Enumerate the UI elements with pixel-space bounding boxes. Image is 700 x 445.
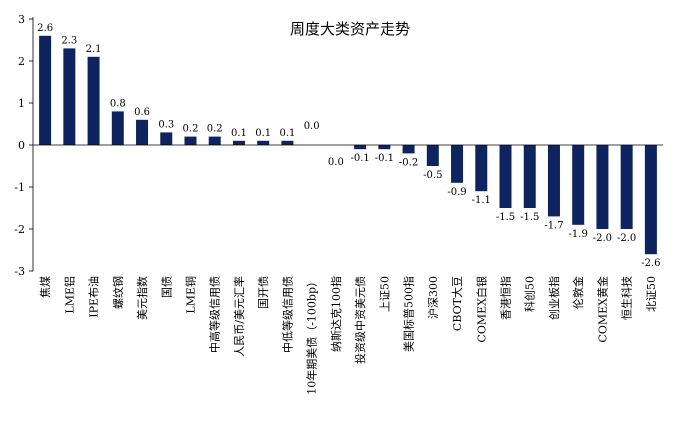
category-label: 中低等级信用债 (280, 276, 294, 353)
category-label: 螺纹钢 (111, 276, 125, 309)
category-label: 创业板指 (547, 276, 561, 320)
y-tick-label: 3 (18, 13, 25, 26)
category-label: 纳斯达克100指 (329, 276, 343, 352)
data-label: 0.1 (279, 128, 295, 139)
bar (354, 145, 367, 150)
data-label: -1.1 (472, 195, 491, 206)
category-label: COMEX白银 (474, 276, 488, 343)
data-label: -1.7 (544, 220, 563, 231)
data-label: -1.5 (496, 212, 515, 223)
category-label: 上证50 (378, 276, 391, 312)
bar (160, 132, 173, 145)
category-label: 沪深300 (426, 276, 440, 319)
category-label: 科创50 (523, 276, 537, 312)
bar (111, 111, 124, 145)
data-label: -1.5 (520, 212, 539, 223)
data-label: -0.2 (399, 157, 418, 168)
category-label: 投资级中资美元债 (353, 276, 367, 364)
bar (257, 140, 270, 145)
category-label: 美国标普500指 (402, 276, 416, 352)
bar (572, 145, 585, 225)
category-label: 恒生科技 (620, 276, 634, 320)
bar (475, 145, 488, 192)
y-tick-label: -1 (14, 181, 25, 194)
bar (644, 145, 657, 255)
category-label: 北证50 (645, 276, 658, 312)
bars (39, 35, 657, 255)
bar (39, 35, 52, 145)
y-tick-label: 1 (18, 97, 25, 110)
data-label: -2.0 (617, 233, 636, 244)
bar (208, 136, 221, 145)
data-label: -0.9 (447, 187, 466, 198)
data-labels: 2.62.32.10.80.60.3 0.2 0.2 0.1 0.1 0.10.00.0-… (37, 23, 660, 269)
bar (620, 145, 633, 229)
data-label: 0.1 (231, 128, 247, 139)
data-label: 2.3 (61, 35, 77, 46)
y-tick-label: -2 (14, 223, 25, 236)
bar (136, 119, 149, 145)
bar (87, 56, 100, 145)
category-labels: 焦煤 LME铝 IPE布油 螺纹钢 美元指数 国债 LME铜 中高等级信用债 人民币/美元汇率国… (39, 276, 658, 395)
category-label: 国债 (159, 276, 173, 298)
bar (523, 145, 536, 208)
category-label: LME铝 (62, 276, 76, 314)
data-label: -2.6 (641, 258, 660, 269)
bar (402, 145, 415, 154)
data-label: -0.1 (375, 153, 394, 164)
category-label: 焦煤 (39, 276, 52, 298)
bar (184, 136, 197, 145)
bar (281, 140, 294, 145)
bar (596, 145, 609, 229)
data-label: 0.1 (255, 128, 271, 139)
data-label: -0.5 (423, 170, 442, 181)
data-label: 0.8 (110, 98, 126, 109)
category-label: COMEX黄金 (595, 276, 609, 343)
chart-title: 周度大类资产走势 (290, 20, 410, 38)
data-label: 0.0 (328, 157, 344, 168)
data-label: -0.1 (350, 153, 369, 164)
y-tick-label: -3 (14, 265, 25, 278)
data-label: 2.6 (37, 23, 53, 34)
data-label: 0.2 (183, 124, 199, 135)
category-label: 香港恒指 (499, 276, 513, 320)
y-tick-label: 2 (18, 55, 25, 68)
category-label: IPE布油 (87, 276, 101, 318)
category-label: 中高等级信用债 (208, 276, 222, 353)
data-label: 0.3 (158, 119, 174, 130)
category-label: 国开债 (256, 276, 270, 309)
data-label: 2.1 (86, 44, 102, 55)
category-label: 美元指数 (135, 276, 149, 320)
bar (547, 145, 560, 217)
y-axis: -3 -2 -1 0 1 2 3 (14, 13, 33, 278)
data-label: -1.9 (569, 229, 588, 240)
data-label: 0.2 (207, 124, 223, 135)
category-label: 伦敦金 (571, 276, 585, 309)
data-label: 0.6 (134, 107, 150, 118)
category-label: 10年期美债（-100bp） (305, 276, 319, 395)
category-label: 人民币/美元汇率 (232, 276, 246, 357)
bar (378, 145, 391, 150)
y-tick-label: 0 (18, 139, 25, 152)
data-label: 0.0 (304, 121, 320, 132)
data-label: -2.0 (593, 233, 612, 244)
category-label: CBOT大豆 (450, 276, 464, 331)
bar (499, 145, 512, 208)
bar (63, 48, 76, 145)
category-label: LME铜 (184, 276, 198, 314)
bar (426, 145, 439, 166)
bar (451, 145, 464, 183)
bar (232, 140, 245, 145)
